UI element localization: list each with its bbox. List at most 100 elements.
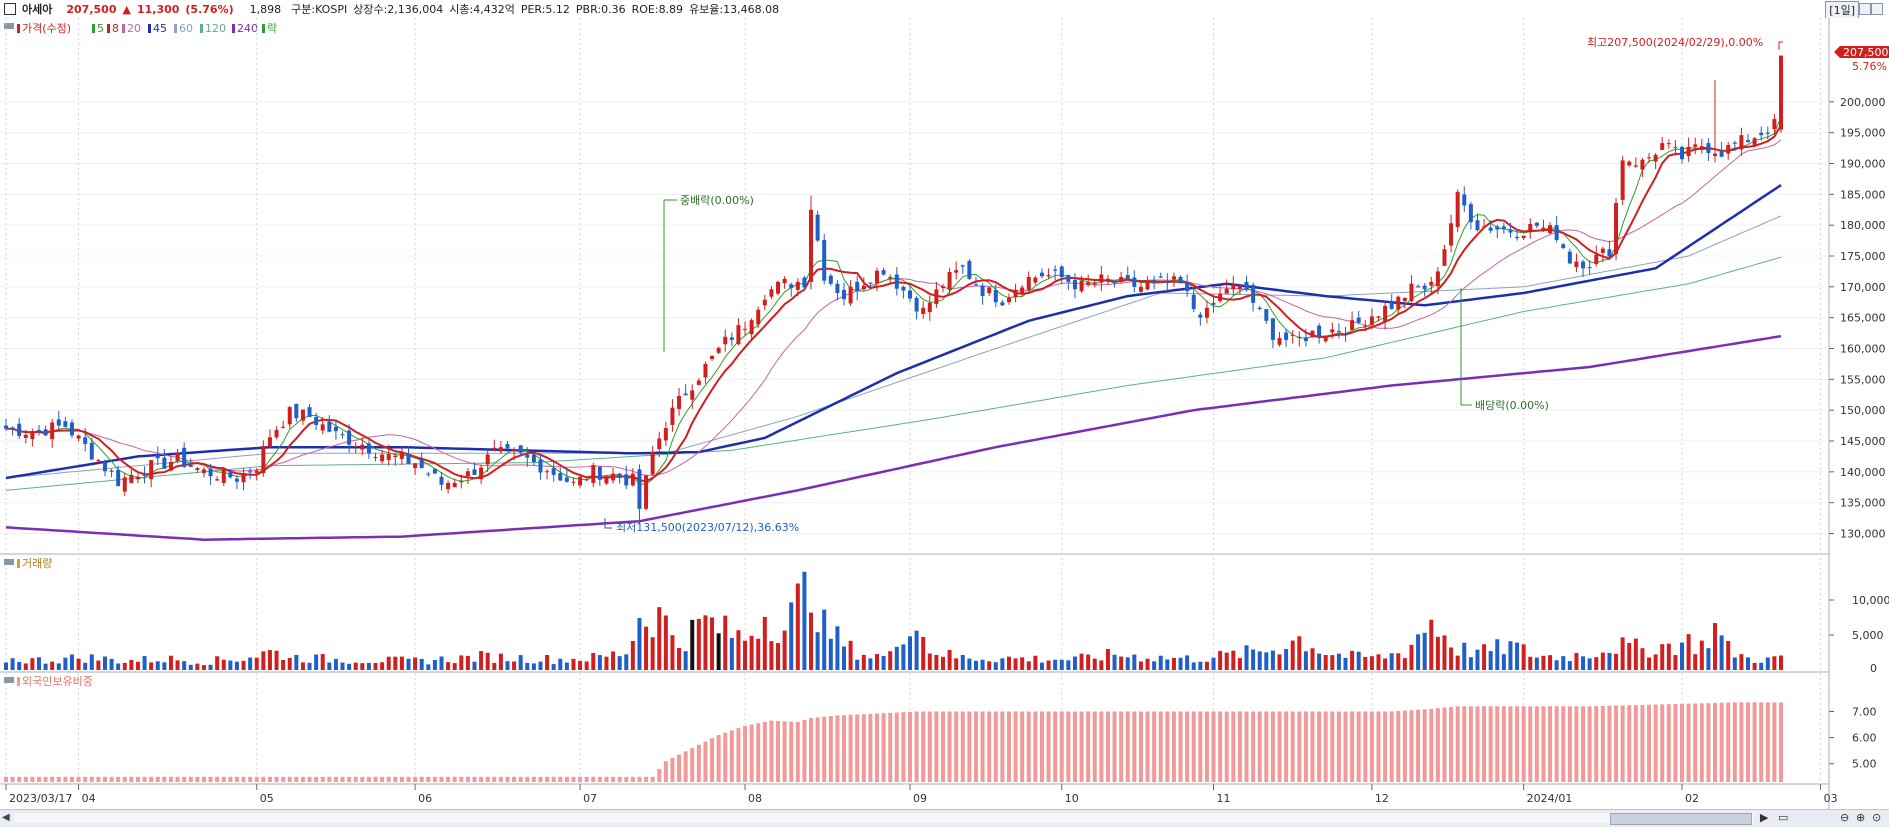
volume-bar xyxy=(393,656,398,670)
scroll-bar[interactable]: ◀ ▶ ▭ ⊖ ⊕ ⊙ xyxy=(0,809,1889,827)
candle-body xyxy=(1125,275,1130,279)
candle-body xyxy=(96,460,101,462)
candle-body xyxy=(23,434,28,438)
zoom-reset-icon[interactable]: ⊙ xyxy=(1872,811,1882,824)
period-selector[interactable]: [1일] xyxy=(1825,1,1859,19)
foreign-bar xyxy=(1343,711,1348,782)
foreign-bar xyxy=(1521,706,1526,782)
volume-bar xyxy=(1713,623,1718,670)
candle-body xyxy=(1297,336,1302,338)
volume-bar xyxy=(1092,658,1097,670)
foreign-bar xyxy=(281,776,286,782)
zoom-in-icon[interactable]: ⊕ xyxy=(1856,811,1866,824)
volume-bar xyxy=(1330,655,1335,670)
low-annotation: 최저131,500(2023/07/12),36.63% xyxy=(616,521,799,534)
volume-toggle-icon[interactable] xyxy=(4,559,14,565)
last-price-label: 207,500 xyxy=(1843,46,1889,59)
volume-bar xyxy=(1673,655,1678,670)
candle-body xyxy=(940,286,945,289)
foreign-toggle-icon[interactable] xyxy=(4,677,14,683)
volume-bar xyxy=(1422,632,1427,670)
volume-bar xyxy=(1191,662,1196,670)
candle-body xyxy=(789,284,794,289)
foreign-bar xyxy=(1594,706,1599,782)
volume-bar xyxy=(1600,652,1605,670)
candle-body xyxy=(347,430,352,445)
price-tick-label: 130,000 xyxy=(1840,528,1886,541)
foreign-bar xyxy=(1442,707,1447,782)
volume-bar xyxy=(1402,658,1407,670)
volume-bar xyxy=(776,643,781,670)
candle-body xyxy=(644,475,649,509)
volume-bar xyxy=(710,617,715,670)
candle-body xyxy=(1680,146,1685,160)
volume-bar xyxy=(835,626,840,670)
volume-bar xyxy=(267,650,272,670)
listed-shares: 상장수:2,136,004 xyxy=(353,3,444,16)
volume-bar xyxy=(1059,659,1064,670)
volume-bar xyxy=(69,654,74,670)
volume-bar xyxy=(380,662,385,670)
candle-body xyxy=(1290,334,1295,336)
foreign-bar xyxy=(1191,711,1196,782)
scroll-left-icon[interactable]: ◀ xyxy=(2,812,10,823)
price-change: 11,300 xyxy=(136,2,180,16)
candle-body xyxy=(479,467,484,480)
foreign-bar xyxy=(657,768,662,782)
foreign-bar xyxy=(188,776,193,782)
candle-body xyxy=(1356,317,1361,323)
candle-body xyxy=(1501,226,1506,229)
candle-body xyxy=(129,474,134,483)
foreign-bar xyxy=(861,714,866,782)
select-checkbox[interactable] xyxy=(4,3,16,15)
scroll-right-icon[interactable]: ▶ xyxy=(1760,811,1769,824)
candle-body xyxy=(894,274,899,289)
volume-bar xyxy=(333,658,338,670)
volume-bar xyxy=(96,660,101,670)
scroll-thumb[interactable] xyxy=(1610,813,1752,825)
candle-body xyxy=(135,476,140,480)
candle-body xyxy=(17,423,22,437)
zoom-out-icon[interactable]: ⊖ xyxy=(1840,811,1850,824)
foreign-bar xyxy=(1145,711,1150,782)
minimize-icon[interactable] xyxy=(1859,3,1871,15)
high-annotation: 최고207,500(2024/02/29),0.00% xyxy=(1587,36,1763,49)
volume-bar xyxy=(1726,641,1731,670)
close-icon[interactable] xyxy=(1871,3,1883,15)
volume-bar xyxy=(617,656,622,670)
volume-bar xyxy=(564,662,569,670)
candle-body xyxy=(1554,225,1559,240)
candle-body xyxy=(1548,225,1553,234)
volume-bar xyxy=(135,661,140,670)
volume-bar xyxy=(327,662,332,670)
scroll-track[interactable] xyxy=(14,813,1754,823)
foreign-bar xyxy=(690,748,695,782)
volume-bar xyxy=(1204,661,1209,670)
candle-body xyxy=(30,432,35,440)
volume-bar xyxy=(907,636,912,670)
zoom-slider-icon[interactable]: ▭ xyxy=(1778,811,1789,824)
candle-body xyxy=(1277,338,1282,345)
foreign-bar xyxy=(399,776,404,782)
candle-body xyxy=(545,471,550,473)
price-chart-svg[interactable]: 가격(수정) 5 8 20 45 60 120 240 락 130,000135… xyxy=(0,0,1889,809)
foreign-bar xyxy=(340,776,345,782)
grid-lines xyxy=(0,18,1829,784)
volume-bar xyxy=(578,660,583,670)
volume-bar xyxy=(168,655,173,670)
candle-body xyxy=(749,320,754,335)
volume-bar xyxy=(492,662,497,670)
foreign-bar xyxy=(663,761,668,782)
candle-body xyxy=(1363,325,1368,327)
candle-body xyxy=(10,427,15,429)
volume-bar xyxy=(901,644,906,670)
volume-bar xyxy=(287,657,292,670)
volume-bar xyxy=(1072,656,1077,670)
up-arrow-icon: ▲ xyxy=(122,2,131,16)
price-tick-label: 195,000 xyxy=(1840,127,1886,140)
legend-toggle-icon[interactable] xyxy=(4,23,14,29)
volume-bar xyxy=(472,661,477,670)
volume-bar xyxy=(1224,652,1229,670)
reserve-ratio: 유보율:13,468.08 xyxy=(689,3,780,16)
